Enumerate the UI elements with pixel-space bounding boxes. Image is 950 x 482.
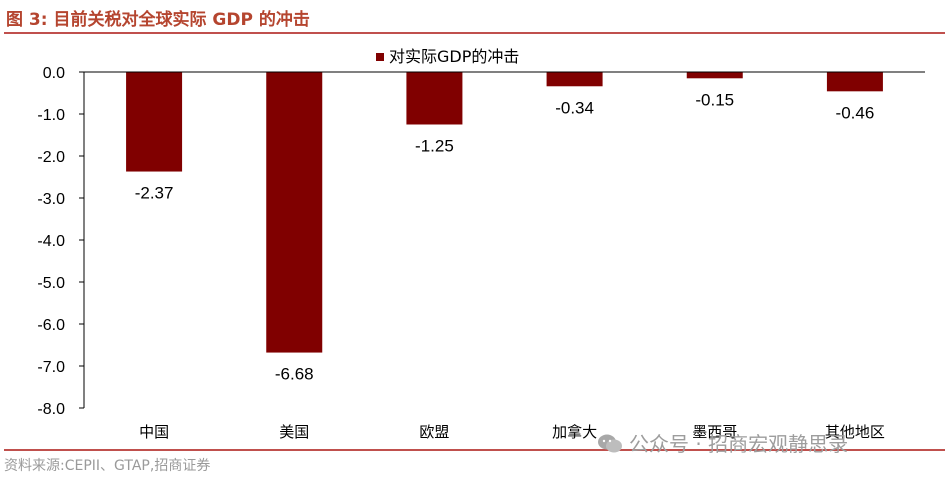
- y-tick-label-2: -1.0: [37, 107, 65, 124]
- y-tick-label-3: -2.0: [37, 149, 65, 166]
- x-category-label-4: 加拿大: [552, 423, 597, 441]
- bar-5: [686, 72, 743, 79]
- legend-label: 对实际GDP的冲击: [389, 47, 519, 66]
- legend-swatch: [376, 53, 384, 61]
- y-tick-label-4: -3.0: [37, 191, 65, 208]
- footer-divider: [4, 449, 945, 451]
- x-category-label-1: 中国: [139, 423, 169, 441]
- y-tick-label-5: -4.0: [37, 233, 65, 250]
- source-note: 资料来源:CEPII、GTAP,招商证券: [4, 458, 211, 474]
- watermark-text: 公众号 · 招商宏观静思录: [629, 432, 849, 456]
- data-label-2: -6.68: [275, 365, 314, 384]
- watermark: 公众号 · 招商宏观静思录: [597, 428, 848, 457]
- data-label-4: -0.34: [555, 98, 594, 117]
- bar-4: [546, 72, 603, 87]
- y-tick-label-8: -7.0: [37, 359, 65, 376]
- data-label-5: -0.15: [695, 90, 734, 109]
- x-category-label-3: 欧盟: [419, 423, 449, 441]
- x-category-label-6: 其他地区: [825, 423, 885, 441]
- y-tick-label-1: 0.0: [43, 65, 65, 82]
- bar-chart: 对实际GDP的冲击 -2.37 -6.68 -1.25 -0.34 -0.15 -0.46…: [37, 47, 925, 441]
- y-tick-label-6: -5.0: [37, 275, 65, 292]
- data-label-6: -0.46: [836, 103, 875, 122]
- bar-1: [126, 72, 183, 172]
- wechat-icon: [598, 434, 622, 453]
- data-label-3: -1.25: [415, 137, 454, 156]
- title-divider: [4, 32, 945, 34]
- bar-3: [406, 72, 463, 125]
- bar-6: [826, 72, 883, 92]
- legend: 对实际GDP的冲击: [376, 47, 519, 66]
- y-tick-label-9: -8.0: [37, 401, 65, 418]
- data-label-1: -2.37: [135, 184, 174, 203]
- x-category-label-5: 墨西哥: [692, 423, 737, 441]
- y-tick-label-7: -6.0: [37, 317, 65, 334]
- bar-2: [266, 72, 323, 353]
- figure-title: 图 3: 目前关税对全球实际 GDP 的冲击: [6, 10, 310, 30]
- x-category-label-2: 美国: [279, 423, 309, 441]
